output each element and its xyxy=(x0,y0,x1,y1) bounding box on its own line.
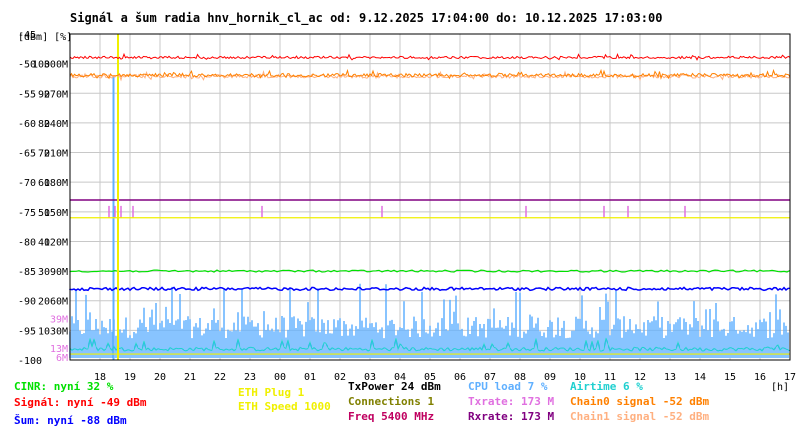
legend-item: CPU load 7 % xyxy=(468,380,548,393)
y-tick-rate: 240M xyxy=(44,119,68,130)
x-tick-label: 15 xyxy=(724,372,736,383)
x-tick-label: 07 xyxy=(484,372,496,383)
y-inline-rate-label: 6M xyxy=(56,353,68,364)
x-tick-labels: 18 19 20 21 22 23 00 01 02 03 04 05 06 07 08 09 10 11 12 13… xyxy=(94,372,796,383)
x-tick-label: 16 xyxy=(754,372,766,383)
y-tick-rate: 210M xyxy=(44,149,68,160)
y-tick-pct: 100 xyxy=(32,60,50,71)
legend-item: Signál: nyní -49 dBm xyxy=(14,396,147,409)
series-chain0-signal xyxy=(69,68,791,80)
series-noise xyxy=(69,286,791,292)
plot-frame xyxy=(69,33,791,361)
x-tick-label: 02 xyxy=(334,372,346,383)
y-tick-pct: 50 xyxy=(38,208,50,219)
y-tick-rate: 30M xyxy=(50,326,68,337)
y-tick-dbm: -85 xyxy=(18,267,36,278)
x-tick-label: 19 xyxy=(124,372,136,383)
x-tick-label: 03 xyxy=(364,372,376,383)
legend-item: CINR: nyní 32 % xyxy=(14,380,114,393)
y-tick-pct: 30 xyxy=(38,267,50,278)
legend-item: TxPower 24 dBm xyxy=(348,380,441,393)
x-tick-label: 23 xyxy=(244,372,256,383)
y-tick-pct: 90 xyxy=(38,89,50,100)
y-tick-pct: 80 xyxy=(38,119,50,130)
x-tick-label: 10 xyxy=(574,372,586,383)
y-inline-rate-label: 39M xyxy=(50,315,68,326)
x-tick-label: 01 xyxy=(304,372,316,383)
legend-item: Txrate: 173 M xyxy=(468,395,554,408)
y-tick-dbm: -75 xyxy=(18,208,36,219)
y-tick-dbm: -100 xyxy=(18,356,42,367)
x-tick-label: 12 xyxy=(634,372,646,383)
legend: CINR: nyní 32 % Signál: nyní -49 dBm Šum: … xyxy=(14,380,709,427)
x-tick-label: 22 xyxy=(214,372,226,383)
x-tick-label: 11 xyxy=(604,372,616,383)
y-tick-dbm: -50 xyxy=(18,60,36,71)
y-tick-rate: 150M xyxy=(44,208,68,219)
y-tick-dbm: -60 xyxy=(18,119,36,130)
series-cinr xyxy=(69,269,791,273)
legend-item: ETH Plug 1 xyxy=(238,386,305,399)
x-tick-label: 06 xyxy=(454,372,466,383)
y-tick-labels: -45 -50 -55 -60 -65 -70 -75 -80 -85 -90 -95 -100 100… xyxy=(18,30,68,367)
x-tick-label: 18 xyxy=(94,372,106,383)
y-tick-pct: 60 xyxy=(38,178,50,189)
y-tick-rate: 270M xyxy=(44,89,68,100)
y-tick-dbm: -70 xyxy=(18,178,36,189)
legend-item: ETH Speed 1000 xyxy=(238,400,331,413)
y-tick-pct: 20 xyxy=(38,297,50,308)
y-tick-dbm: -55 xyxy=(18,89,36,100)
legend-item: Šum: nyní -88 dBm xyxy=(14,414,127,427)
y-tick-rate: 300M xyxy=(44,60,68,71)
legend-item: Airtime 6 % xyxy=(570,380,643,393)
legend-item: Chain1 signal -52 dBm xyxy=(570,410,709,423)
x-tick-label: 17 xyxy=(784,372,796,383)
legend-item: Connections 1 xyxy=(348,395,434,408)
x-tick-label: 09 xyxy=(544,372,556,383)
grid-layer xyxy=(70,34,790,360)
x-tick-label: 00 xyxy=(274,372,286,383)
series-airtime xyxy=(69,337,791,353)
y-tick-rate: 90M xyxy=(50,267,68,278)
x-axis-unit-label: [h] xyxy=(771,382,789,393)
legend-item: Freq 5400 MHz xyxy=(348,410,434,423)
y-tick-pct: 10 xyxy=(38,326,50,337)
y-tick-pct: 40 xyxy=(38,237,50,248)
x-tick-label: 13 xyxy=(664,372,676,383)
y-tick-pct: 70 xyxy=(38,149,50,160)
y-axis-unit-label: [dBm] [%] xyxy=(18,32,72,43)
y-tick-rate: 180M xyxy=(44,178,68,189)
x-tick-label: 05 xyxy=(424,372,436,383)
x-tick-label: 04 xyxy=(394,372,406,383)
chart-title: Signál a šum radia hnv_hornik_cl_ac od: … xyxy=(70,11,662,26)
legend-item: Chain0 signal -52 dBm xyxy=(570,395,709,408)
y-tick-rate: 60M xyxy=(50,297,68,308)
y-tick-dbm: -90 xyxy=(18,297,36,308)
y-tick-dbm: -95 xyxy=(18,326,36,337)
series-cpu-load xyxy=(69,283,789,358)
series-layer xyxy=(69,34,791,360)
x-tick-label: 14 xyxy=(694,372,706,383)
y-inline-rate-label: 13M xyxy=(50,344,68,355)
y-tick-dbm: -65 xyxy=(18,149,36,160)
legend-item: Rxrate: 173 M xyxy=(468,410,554,423)
x-tick-label: 21 xyxy=(184,372,196,383)
y-tick-dbm: -45 xyxy=(18,30,36,41)
x-tick-label: 20 xyxy=(154,372,166,383)
series-signal xyxy=(69,52,791,61)
y-tick-dbm: -80 xyxy=(18,237,36,248)
y-tick-rate: 120M xyxy=(44,237,68,248)
x-tick-label: 08 xyxy=(514,372,526,383)
